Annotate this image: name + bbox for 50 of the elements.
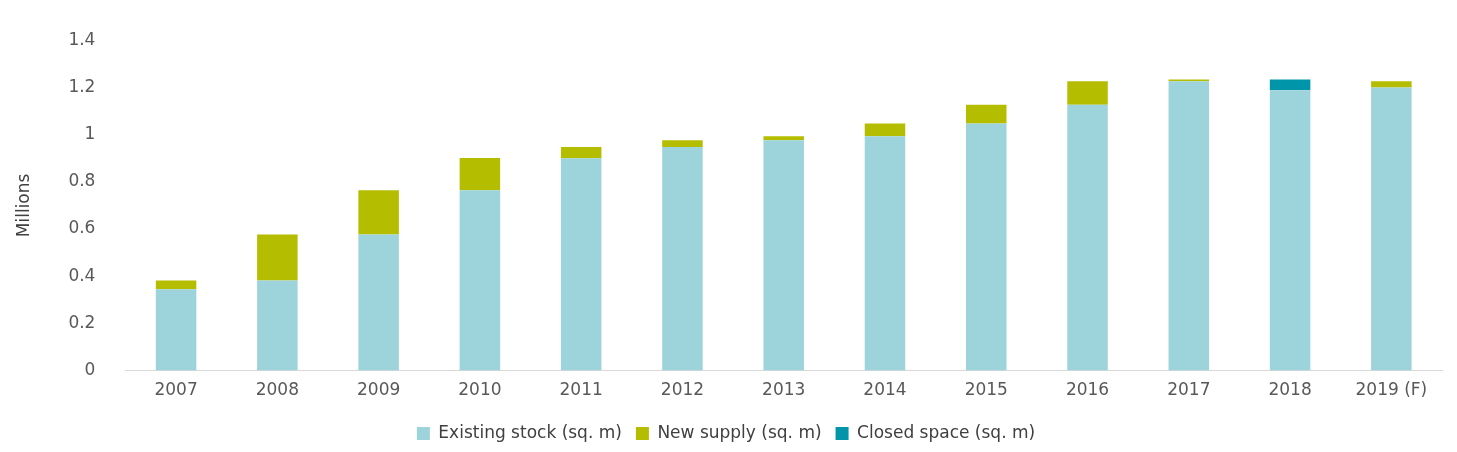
- x-tick-label: 2014: [863, 379, 907, 400]
- bar: [864, 123, 906, 137]
- x-tick-label: 2007: [154, 379, 198, 400]
- bar: [1067, 104, 1108, 371]
- bar: [358, 190, 399, 235]
- bar: [662, 140, 703, 148]
- x-tick-label: 2016: [1065, 379, 1110, 400]
- y-tick-label: 0: [84, 359, 96, 380]
- bar: [662, 147, 703, 371]
- x-tick-label: 2015: [964, 379, 1008, 400]
- legend-label: Existing stock (sq. m): [438, 421, 622, 442]
- x-tick-label: 2013: [762, 379, 806, 400]
- bar: [560, 147, 602, 159]
- legend-label: Closed space (sq. m): [857, 421, 1036, 442]
- x-tick-label: 2009: [356, 379, 401, 400]
- bar: [763, 136, 804, 141]
- y-tick-label: 0.4: [68, 264, 96, 285]
- x-tick-label: 2008: [255, 379, 299, 400]
- bar: [358, 234, 399, 371]
- y-tick-label: 0.8: [68, 170, 96, 191]
- bar: [966, 123, 1007, 371]
- bar: [1168, 81, 1210, 371]
- legend-label: New supply (sq. m): [657, 421, 822, 442]
- bar: [966, 104, 1007, 124]
- x-tick-label: 2010: [458, 379, 502, 400]
- bar: [864, 136, 906, 371]
- x-tick-label: 2018: [1268, 379, 1312, 400]
- bar: [155, 280, 197, 290]
- bar: [459, 190, 501, 371]
- y-tick-label: 1.4: [68, 28, 96, 49]
- bar: [1371, 87, 1412, 371]
- bar: [155, 289, 197, 371]
- bar: [1269, 90, 1311, 371]
- bar: [257, 234, 298, 281]
- y-axis-title: Millions: [12, 173, 33, 238]
- bar: [459, 157, 501, 191]
- y-tick-label: 1.2: [68, 75, 96, 96]
- x-tick-label: 2011: [559, 379, 603, 400]
- y-tick-label: 0.6: [68, 217, 96, 238]
- bar: [1269, 79, 1311, 91]
- y-tick-label: 1: [84, 123, 96, 144]
- bar: [560, 158, 602, 371]
- y-tick-label: 0.2: [68, 311, 96, 332]
- bar: [257, 280, 298, 371]
- bar: [1067, 81, 1108, 105]
- x-tick-label: 2019 (F): [1355, 379, 1428, 400]
- bar: [1371, 81, 1412, 88]
- x-tick-label: 2012: [660, 379, 705, 400]
- bar: [763, 140, 804, 371]
- x-tick-label: 2017: [1167, 379, 1211, 400]
